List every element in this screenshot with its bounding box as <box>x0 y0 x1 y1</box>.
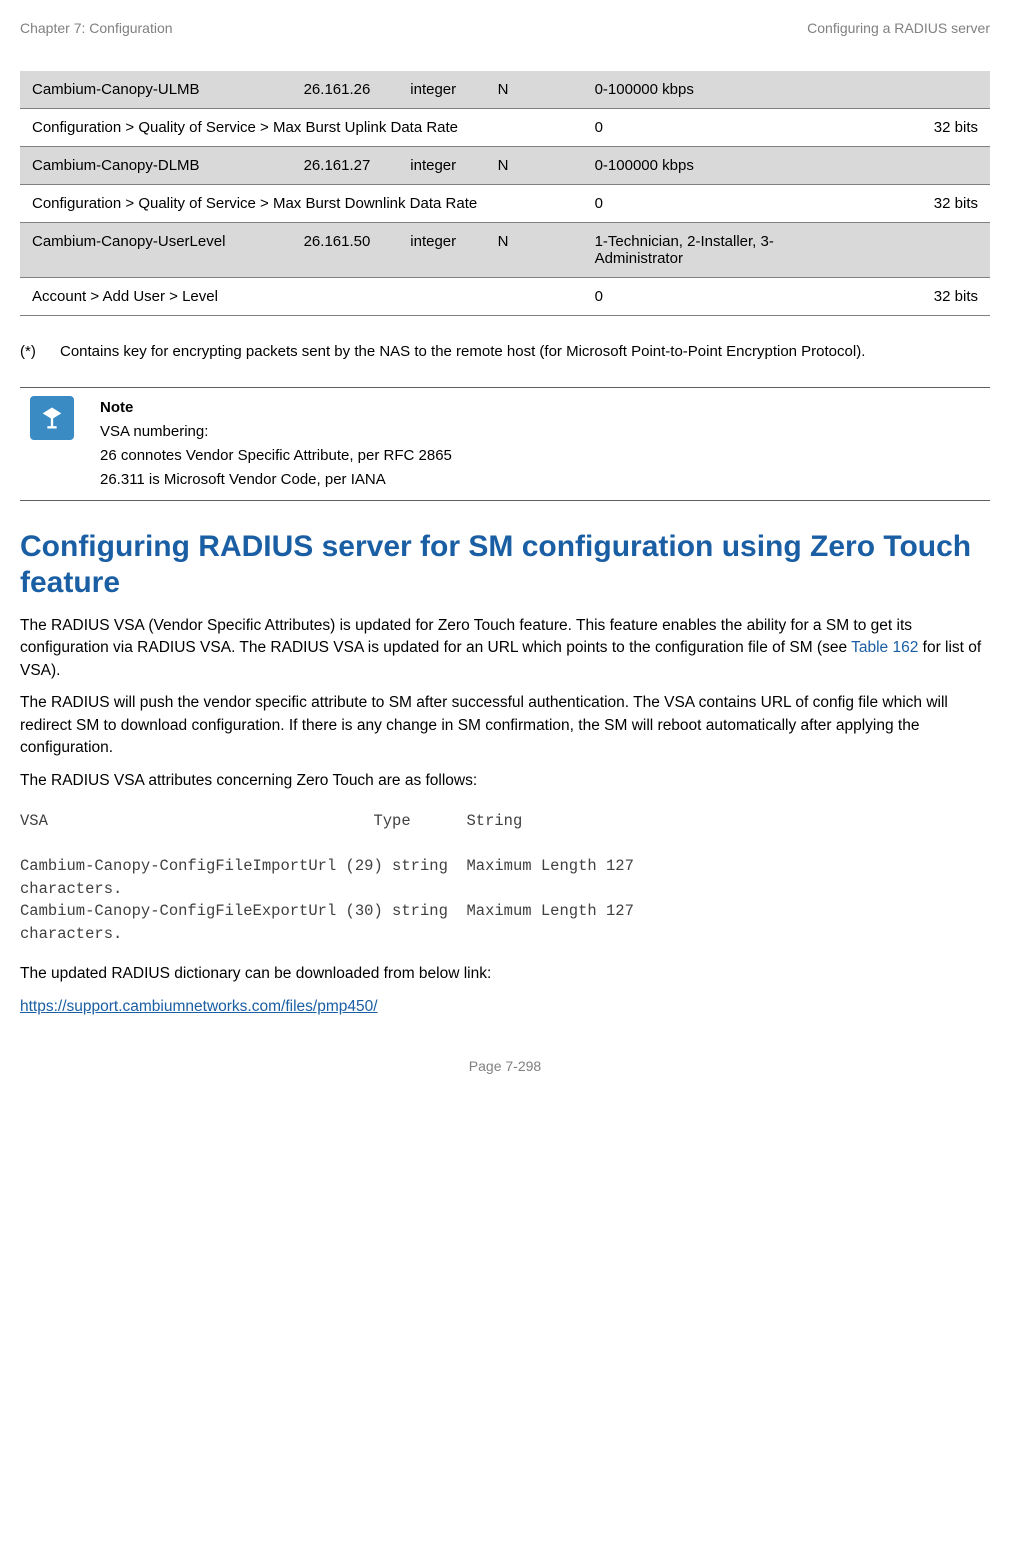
cell-flag: N <box>486 223 583 278</box>
table-row: Configuration > Quality of Service > Max… <box>20 109 990 147</box>
paragraph: The RADIUS will push the vendor specific… <box>20 692 990 759</box>
cell-size: 32 bits <box>825 109 990 147</box>
cell-type: integer <box>398 71 485 109</box>
note-title: Note <box>100 396 980 420</box>
cell-default: 0 <box>583 185 826 223</box>
code-block: VSA Type String Cambium-Canopy-ConfigFil… <box>20 810 990 945</box>
cell-size: 32 bits <box>825 185 990 223</box>
section-heading: Configuring RADIUS server for SM configu… <box>20 529 990 601</box>
paragraph: The RADIUS VSA (Vendor Specific Attribut… <box>20 615 990 682</box>
cell-path: Configuration > Quality of Service > Max… <box>20 185 583 223</box>
table-row: Cambium-Canopy-DLMB 26.161.27 integer N … <box>20 147 990 185</box>
note-line: 26 connotes Vendor Specific Attribute, p… <box>100 444 980 468</box>
header-right: Configuring a RADIUS server <box>807 20 990 36</box>
table-row: Cambium-Canopy-UserLevel 26.161.50 integ… <box>20 223 990 278</box>
cell-default: 0 <box>583 109 826 147</box>
cell-id: 26.161.26 <box>292 71 399 109</box>
footnote-mark: (*) <box>20 341 60 362</box>
cell-path: Account > Add User > Level <box>20 278 583 316</box>
paragraph: The RADIUS VSA attributes concerning Zer… <box>20 770 990 792</box>
table-row: Configuration > Quality of Service > Max… <box>20 185 990 223</box>
cell-flag: N <box>486 147 583 185</box>
cell-id: 26.161.27 <box>292 147 399 185</box>
attributes-table: Cambium-Canopy-ULMB 26.161.26 integer N … <box>20 71 990 316</box>
cell-size <box>825 147 990 185</box>
note-box: Note VSA numbering: 26 connotes Vendor S… <box>20 387 990 501</box>
page-header: Chapter 7: Configuration Configuring a R… <box>20 20 990 36</box>
page-number: Page 7-298 <box>20 1058 990 1074</box>
note-icon <box>30 396 74 440</box>
cell-type: integer <box>398 223 485 278</box>
cell-range: 0-100000 kbps <box>583 147 826 185</box>
cell-type: integer <box>398 147 485 185</box>
header-left: Chapter 7: Configuration <box>20 20 173 36</box>
cell-range: 1-Technician, 2-Installer, 3-Administrat… <box>583 223 826 278</box>
table-link[interactable]: Table 162 <box>851 639 918 656</box>
paragraph: The updated RADIUS dictionary can be dow… <box>20 963 990 985</box>
cell-name: Cambium-Canopy-ULMB <box>20 71 292 109</box>
cell-range: 0-100000 kbps <box>583 71 826 109</box>
footnote-text: Contains key for encrypting packets sent… <box>60 341 865 362</box>
note-line: 26.311 is Microsoft Vendor Code, per IAN… <box>100 468 980 492</box>
cell-default: 0 <box>583 278 826 316</box>
cell-size <box>825 71 990 109</box>
cell-path: Configuration > Quality of Service > Max… <box>20 109 583 147</box>
cell-flag: N <box>486 71 583 109</box>
para-text: The RADIUS VSA (Vendor Specific Attribut… <box>20 617 912 656</box>
table-row: Cambium-Canopy-ULMB 26.161.26 integer N … <box>20 71 990 109</box>
cell-size <box>825 223 990 278</box>
cell-name: Cambium-Canopy-UserLevel <box>20 223 292 278</box>
cell-name: Cambium-Canopy-DLMB <box>20 147 292 185</box>
download-link[interactable]: https://support.cambiumnetworks.com/file… <box>20 998 378 1015</box>
footnote: (*) Contains key for encrypting packets … <box>20 341 990 362</box>
cell-size: 32 bits <box>825 278 990 316</box>
note-line: VSA numbering: <box>100 420 980 444</box>
table-row: Account > Add User > Level 0 32 bits <box>20 278 990 316</box>
cell-id: 26.161.50 <box>292 223 399 278</box>
